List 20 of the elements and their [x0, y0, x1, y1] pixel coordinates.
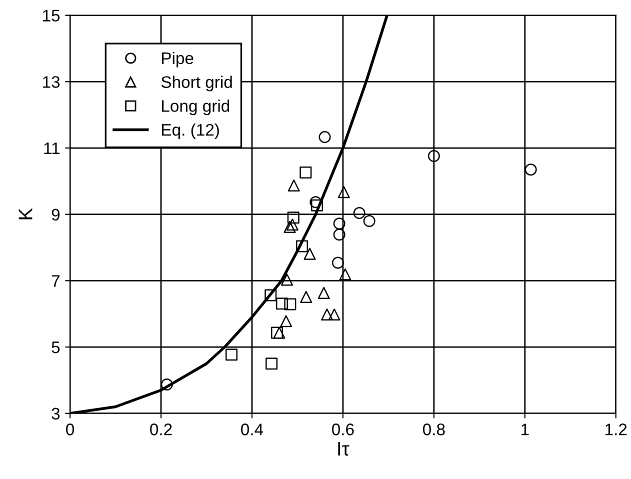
x-tick-label: 0.4	[241, 424, 264, 436]
x-tick-label: 1	[522, 424, 529, 436]
x-tick-label: 0.2	[150, 424, 172, 436]
legend-label: Eq. (12)	[162, 124, 219, 140]
y-tick-label: 9	[52, 208, 60, 221]
legend-label: Pipe	[162, 52, 194, 68]
legend-label: Short grid	[161, 76, 232, 92]
x-tick-label: 0	[66, 424, 74, 436]
y-tick-label: 7	[52, 275, 60, 287]
y-tick-label: 5	[52, 342, 60, 354]
x-tick-label: 0.8	[422, 424, 445, 436]
y-tick-label: 3	[52, 408, 60, 420]
x-tick-label: 0.6	[332, 424, 354, 436]
y-tick-label: 13	[43, 76, 60, 88]
legend-label: Long grid	[162, 100, 230, 116]
y-tick-label: 11	[44, 142, 60, 154]
x-axis-title: Iτ	[338, 442, 350, 456]
y-axis-title: K	[18, 208, 32, 220]
y-tick-label: 15	[43, 10, 60, 22]
x-tick-label: 1.2	[606, 424, 627, 436]
